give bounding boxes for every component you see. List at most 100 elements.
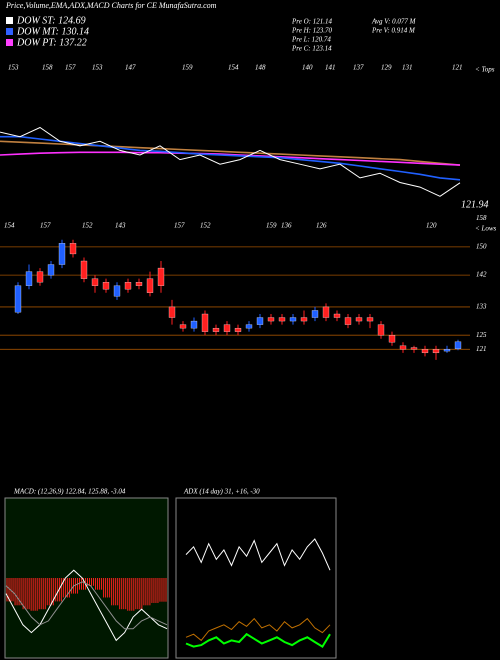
candle-body [234,327,242,332]
candle-body [267,317,275,322]
y-tick-label: 121 [476,345,487,353]
candle-body [289,317,297,322]
candle-body [421,349,429,354]
candle-body [47,264,55,276]
candle-body [333,313,341,318]
top-label: 154 [228,64,239,72]
candle-body [58,243,66,265]
legend-label: DOW MT: 130.14 [16,26,89,37]
candle-body [278,317,286,322]
y-tick-label: 142 [476,271,487,279]
tops-label: < Tops [475,66,495,74]
stat-label: Pre V: 0.914 M [371,27,416,35]
macd-label: MACD: (12,26,9) 122.84, 125.88, -3.04 [13,488,126,496]
top-label: 153 [8,64,19,72]
legend-label: DOW PT: 137.22 [16,37,87,48]
stat-label: Pre O: 121.14 [291,18,332,26]
low-label: 126 [316,222,327,230]
candle-body [14,285,22,313]
candle-body [432,349,440,354]
price-line [0,126,461,197]
top-label: 148 [255,64,266,72]
low-label: 152 [200,222,211,230]
low-label: 159 [266,222,277,230]
y-tick-label: 158 [476,214,487,222]
candle-body [443,349,451,352]
candle-body [300,317,308,322]
candle-body [25,271,33,286]
candle-body [245,324,253,329]
low-label: 157 [174,222,185,230]
page-title: Price,Volume,EMA,ADX,MACD Charts for CE … [5,1,217,10]
candle-body [36,271,44,283]
candle-body [157,267,165,286]
last-price-label: 121.94 [461,199,489,210]
adx-line [185,538,331,571]
candle-body [399,345,407,350]
candle-body [168,306,176,318]
top-label: 137 [353,64,364,72]
candle-body [91,278,99,286]
candle-body [454,341,462,349]
candle-body [113,285,121,297]
y-tick-label: 133 [476,303,487,311]
candle-body [201,313,209,332]
lows-label: < Lows [475,225,497,233]
candle-body [355,317,363,322]
adx-line [185,632,331,648]
legend-swatch [6,28,13,35]
candle-body [212,327,220,332]
top-label: 141 [325,64,336,72]
low-label: 154 [4,222,15,230]
low-label: 152 [82,222,93,230]
y-tick-label: 150 [476,242,487,250]
y-tick-label: 125 [476,331,487,339]
adx-line [185,617,331,642]
legend-swatch [6,17,13,24]
top-label: 153 [92,64,103,72]
top-label: 129 [381,64,392,72]
low-label: 157 [40,222,51,230]
stat-label: Avg V: 0.077 M [371,18,417,26]
candle-body [311,310,319,318]
stat-label: Pre L: 120.74 [291,36,331,44]
top-label: 147 [125,64,136,72]
candle-body [377,324,385,336]
candle-body [388,335,396,343]
candle-body [223,324,231,332]
adx-label: ADX (14 day) 31, +16, -30 [183,488,260,496]
top-label: 131 [402,64,413,72]
candle-body [102,282,110,290]
candle-body [190,320,198,329]
low-label: 120 [426,222,437,230]
low-label: 143 [115,222,126,230]
top-label: 157 [65,64,76,72]
candle-body [135,282,143,286]
candle-body [124,282,132,290]
macd-line [5,569,168,642]
candle-body [410,347,418,350]
adx-panel [175,497,337,659]
price-line [0,151,461,166]
price-line [0,135,461,181]
legend-label: DOW ST: 124.69 [16,15,86,26]
macd-line [5,581,168,630]
top-label: 159 [182,64,193,72]
low-label: 136 [281,222,292,230]
stat-label: Pre H: 123.70 [291,27,332,35]
stat-label: Pre C: 123.14 [291,45,332,53]
top-label: 140 [302,64,313,72]
candle-body [322,306,330,318]
top-label: 158 [42,64,53,72]
candle-body [344,317,352,325]
candle-body [179,324,187,329]
candle-body [80,260,88,279]
candle-body [146,278,154,293]
candle-body [256,317,264,325]
candle-body [69,243,77,255]
top-label: 121 [452,64,463,72]
legend-swatch [6,39,13,46]
candle-body [366,317,374,322]
